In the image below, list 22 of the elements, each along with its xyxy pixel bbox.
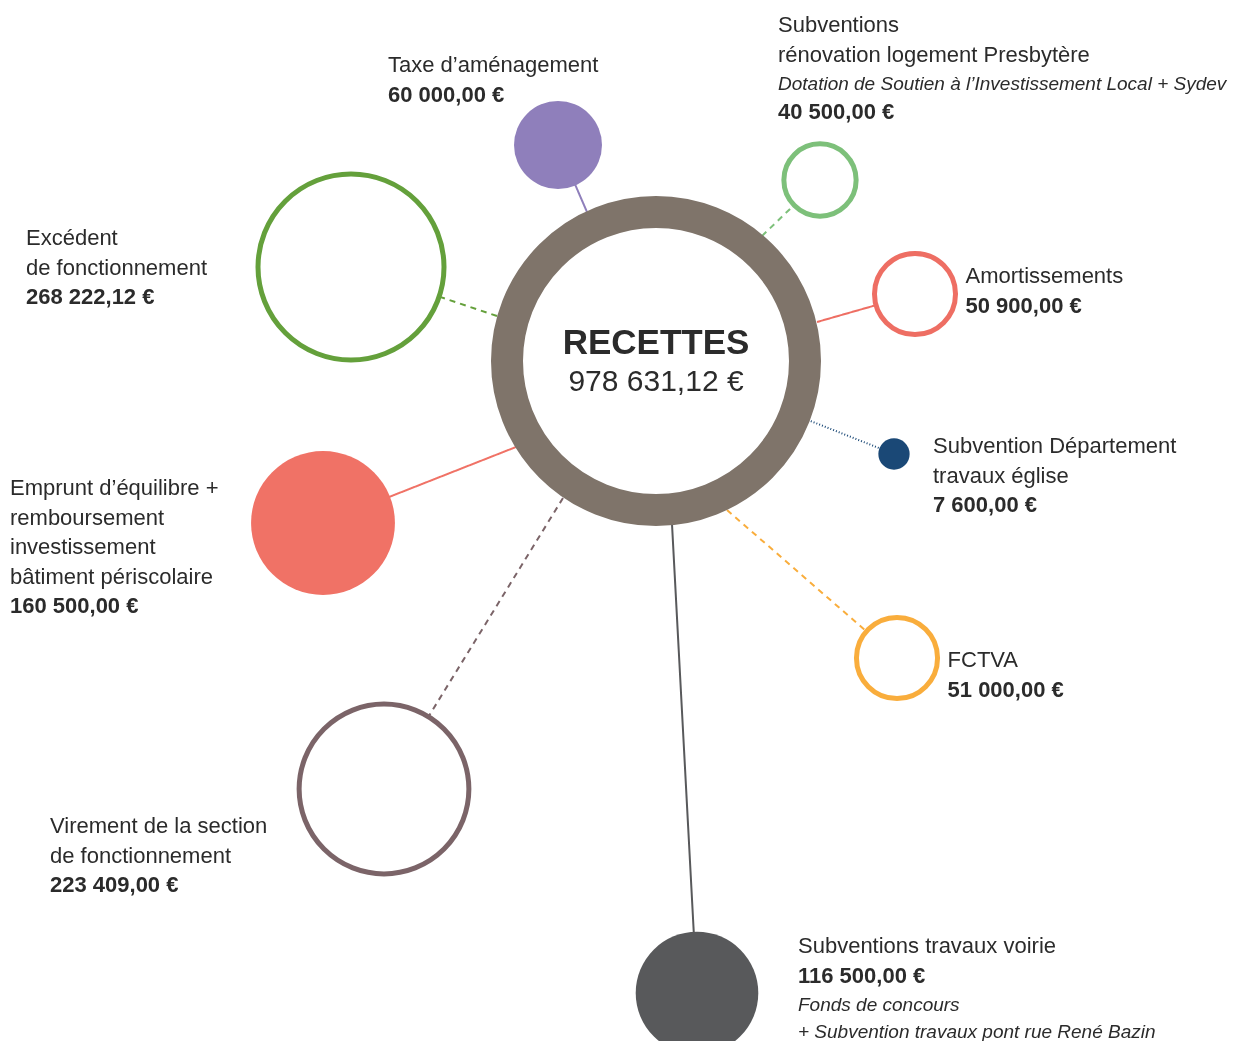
category-label: Amortissements — [965, 263, 1124, 288]
data-label: 116 500,00 € — [798, 962, 926, 988]
category-label: Subventions rénovation logement Presbytère — [778, 12, 1090, 67]
data-label: 268 222,12 € — [26, 284, 155, 309]
text: Dotation de Soutien à l’Investissement Local + Sydev — [778, 73, 1228, 94]
data-label: 40 500,00 € — [778, 99, 895, 124]
category-label: FCTVA — [947, 647, 1019, 672]
data-label: 50 900,00 € — [965, 292, 1082, 318]
data-label: 223 409,00 € — [50, 872, 179, 897]
text: 978 631,12 € — [568, 364, 744, 397]
category-label: Excédent de fonctionnement — [26, 225, 208, 280]
category-label: Subvention Département travaux église — [933, 433, 1177, 488]
category-label: Virement de la section de fonctionnement — [50, 813, 268, 868]
category-label: Subventions travaux voirie — [798, 933, 1057, 958]
data-label: 7 600,00 € — [933, 492, 1037, 517]
data-label: 51 000,00 € — [947, 676, 1064, 702]
data-label: 160 500,00 € — [10, 593, 139, 618]
data-label: 60 000,00 € — [388, 81, 505, 107]
text: Fonds de concours + Subvention travaux pont rue René Bazin — [798, 993, 1156, 1041]
category-label: Taxe d’aménagement — [388, 52, 599, 77]
text: RECETTES — [562, 322, 750, 361]
category-label: Emprunt d’équilibre + remboursement investissement bâtiment périscolaire — [10, 475, 219, 589]
